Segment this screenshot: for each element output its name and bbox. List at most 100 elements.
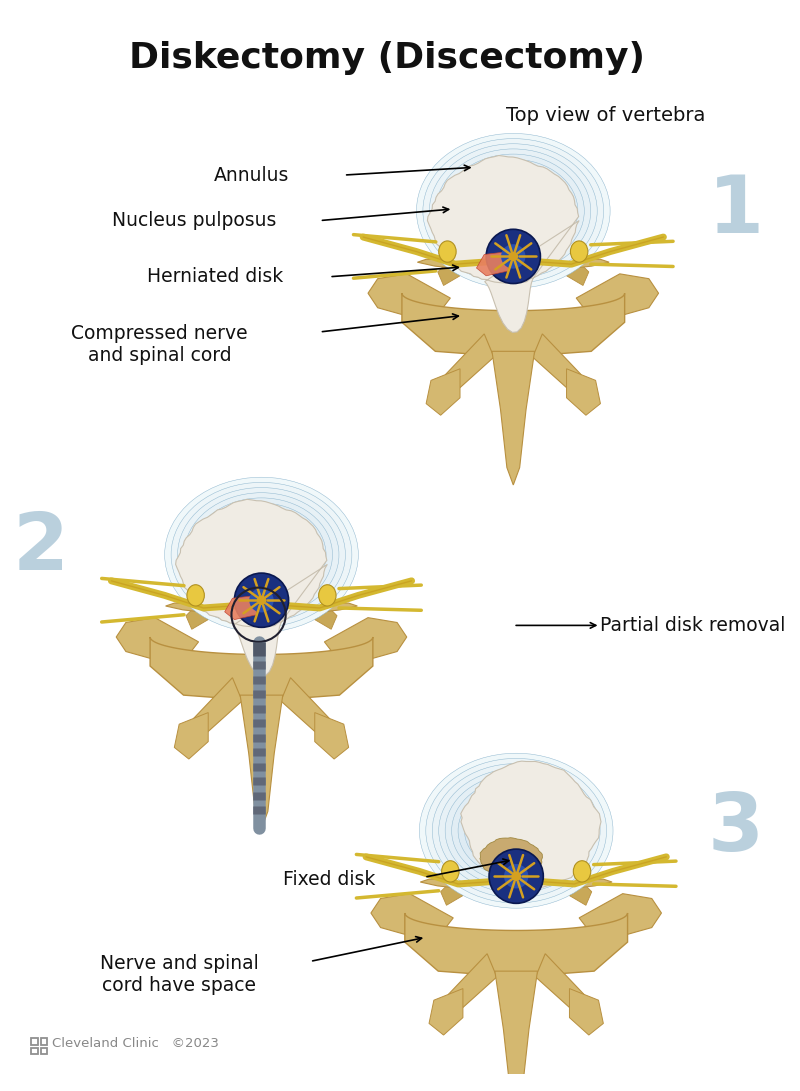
Polygon shape [405, 913, 627, 976]
Ellipse shape [426, 758, 606, 903]
Ellipse shape [255, 550, 268, 560]
Polygon shape [480, 838, 542, 876]
Polygon shape [174, 712, 208, 759]
Ellipse shape [419, 753, 613, 908]
Ellipse shape [318, 585, 336, 606]
Ellipse shape [187, 585, 204, 606]
Ellipse shape [442, 154, 584, 267]
Ellipse shape [481, 185, 546, 237]
Text: Fixed disk: Fixed disk [283, 870, 375, 889]
Polygon shape [461, 762, 601, 888]
Bar [31, 1047, 38, 1054]
Polygon shape [240, 695, 282, 829]
Text: Top view of vertebra: Top view of vertebra [506, 107, 705, 125]
Ellipse shape [423, 139, 604, 284]
Ellipse shape [462, 169, 565, 252]
Polygon shape [570, 988, 603, 1035]
Polygon shape [495, 971, 538, 1091]
Bar [41, 1038, 47, 1045]
Polygon shape [368, 274, 450, 314]
Ellipse shape [442, 861, 459, 882]
Ellipse shape [203, 508, 319, 601]
Circle shape [489, 849, 543, 903]
Text: Compressed nerve
and spinal cord: Compressed nerve and spinal cord [71, 324, 248, 365]
Polygon shape [429, 988, 463, 1035]
Bar [41, 1047, 47, 1054]
Polygon shape [371, 894, 454, 934]
Ellipse shape [471, 794, 562, 867]
Polygon shape [566, 369, 601, 416]
Text: Cleveland Clinic   ©2023: Cleveland Clinic ©2023 [52, 1038, 219, 1051]
Circle shape [508, 252, 518, 262]
Polygon shape [426, 369, 460, 416]
Ellipse shape [487, 190, 539, 231]
Ellipse shape [438, 241, 456, 262]
Polygon shape [570, 884, 592, 906]
Polygon shape [325, 618, 406, 658]
Polygon shape [533, 334, 581, 392]
Ellipse shape [230, 529, 294, 580]
Circle shape [511, 872, 521, 882]
Text: Annulus: Annulus [214, 166, 290, 184]
Polygon shape [535, 954, 584, 1011]
Ellipse shape [497, 815, 535, 847]
Polygon shape [418, 260, 609, 269]
Circle shape [504, 864, 528, 888]
Ellipse shape [458, 784, 574, 877]
Text: 3: 3 [708, 790, 764, 867]
Ellipse shape [503, 820, 529, 841]
Polygon shape [314, 712, 349, 759]
Ellipse shape [478, 800, 555, 862]
Ellipse shape [216, 518, 306, 591]
Ellipse shape [430, 144, 598, 278]
Ellipse shape [500, 201, 526, 221]
Polygon shape [420, 879, 612, 889]
Ellipse shape [452, 779, 581, 883]
Polygon shape [579, 894, 662, 934]
Circle shape [234, 573, 289, 627]
Polygon shape [166, 603, 358, 613]
Ellipse shape [165, 477, 358, 632]
Ellipse shape [438, 769, 594, 892]
Bar [31, 1038, 38, 1045]
Circle shape [501, 244, 526, 268]
Polygon shape [576, 274, 658, 314]
Ellipse shape [436, 148, 590, 273]
Ellipse shape [197, 503, 326, 607]
Polygon shape [116, 618, 198, 658]
Polygon shape [441, 884, 463, 906]
Polygon shape [150, 637, 373, 700]
Polygon shape [566, 264, 589, 286]
Text: Diskectomy (Discectomy): Diskectomy (Discectomy) [130, 40, 646, 75]
Ellipse shape [484, 805, 549, 856]
Ellipse shape [574, 861, 590, 882]
Ellipse shape [465, 790, 568, 872]
Polygon shape [402, 293, 625, 357]
Ellipse shape [449, 159, 578, 263]
Ellipse shape [474, 180, 552, 242]
Text: 1: 1 [708, 172, 764, 250]
Polygon shape [186, 608, 208, 630]
Ellipse shape [190, 497, 333, 612]
Ellipse shape [222, 524, 300, 586]
Text: Nucleus pulposus: Nucleus pulposus [111, 211, 276, 230]
Polygon shape [281, 678, 330, 735]
Ellipse shape [242, 539, 281, 571]
Ellipse shape [468, 175, 558, 247]
Polygon shape [176, 500, 327, 676]
Ellipse shape [432, 764, 600, 898]
Ellipse shape [455, 165, 571, 257]
Polygon shape [225, 596, 257, 620]
Circle shape [257, 596, 266, 606]
Polygon shape [194, 678, 242, 735]
Polygon shape [438, 264, 460, 286]
Ellipse shape [490, 810, 542, 851]
Ellipse shape [210, 514, 313, 596]
Ellipse shape [570, 241, 588, 262]
Ellipse shape [178, 488, 346, 622]
Polygon shape [427, 156, 579, 333]
Text: Nerve and spinal
cord have space: Nerve and spinal cord have space [100, 954, 258, 995]
Polygon shape [448, 954, 497, 1011]
Ellipse shape [510, 826, 522, 836]
Ellipse shape [445, 774, 587, 887]
